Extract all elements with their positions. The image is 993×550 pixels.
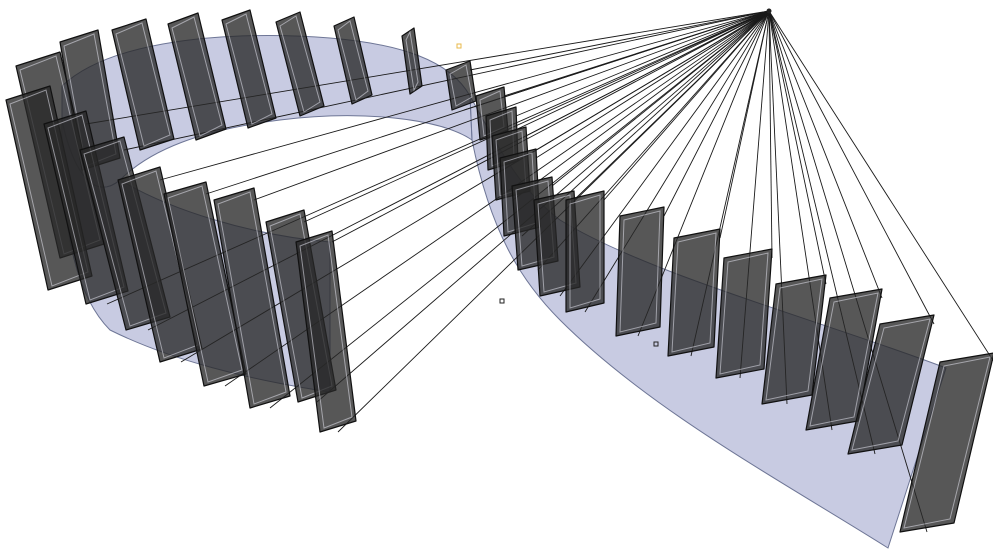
panel-frame[interactable] — [221, 9, 277, 129]
panel-frame[interactable] — [615, 206, 665, 337]
projection-ray — [493, 10, 770, 141]
panel-frame[interactable] — [111, 18, 175, 151]
panel-frame[interactable] — [213, 187, 291, 409]
panel-frame-border — [903, 356, 991, 529]
projection-ray — [663, 10, 770, 217]
panel-frame[interactable] — [715, 248, 773, 379]
projection-ray — [525, 10, 770, 137]
projection-ray — [502, 10, 770, 171]
projection-ray — [303, 10, 770, 223]
panel-frame[interactable] — [167, 12, 227, 141]
panel-frame[interactable] — [565, 190, 605, 313]
panel-frame-border — [765, 278, 823, 401]
panel-frame-border — [809, 292, 879, 427]
panel-frame[interactable] — [667, 228, 721, 357]
projection-ray — [768, 10, 883, 299]
projection-ray — [535, 10, 770, 159]
panel-frame-border — [299, 234, 353, 429]
panel-frame-border — [719, 252, 769, 375]
control-point-icon[interactable] — [653, 341, 659, 347]
panel-frame[interactable] — [333, 16, 373, 105]
selected-control-point-icon[interactable] — [456, 43, 462, 49]
panel-frame-border — [167, 185, 243, 383]
projection-ray — [512, 10, 770, 201]
panel-strip[interactable] — [5, 9, 993, 533]
panel-frame-border — [449, 64, 473, 107]
panel-frame[interactable] — [295, 230, 357, 433]
projection-apex-icon[interactable] — [766, 8, 772, 14]
projection-ray — [469, 10, 770, 71]
control-point-icon[interactable] — [499, 298, 505, 304]
projection-ray — [768, 10, 773, 259]
projection-ray — [123, 10, 770, 151]
panel-frame-border — [405, 30, 419, 92]
projection-ray — [331, 10, 770, 243]
projection-ray — [768, 10, 827, 285]
projection-ray — [253, 10, 770, 201]
panel-frame-border — [569, 194, 601, 309]
projection-ray — [768, 10, 993, 362]
projection-ray — [573, 10, 770, 201]
panel-frame-border — [671, 232, 717, 353]
panel-frame-border — [279, 15, 321, 113]
projection-ray — [515, 10, 770, 117]
panel-frame-border — [225, 13, 273, 125]
panel-frame[interactable] — [899, 352, 993, 533]
projection-ray — [584, 10, 770, 313]
projection-ray — [768, 10, 935, 325]
panel-frame-border — [851, 318, 931, 451]
panel-frame[interactable] — [847, 314, 935, 455]
projection-ray — [503, 10, 770, 97]
panel-frame-border — [171, 16, 223, 137]
panel-frame-border — [337, 20, 369, 101]
projection-ray — [603, 10, 770, 201]
projection-ray — [551, 10, 770, 187]
panel-frame-border — [115, 22, 171, 147]
panel-frame[interactable] — [275, 11, 325, 117]
panel-frame-border — [619, 210, 661, 333]
panel-frame-border — [217, 191, 287, 405]
